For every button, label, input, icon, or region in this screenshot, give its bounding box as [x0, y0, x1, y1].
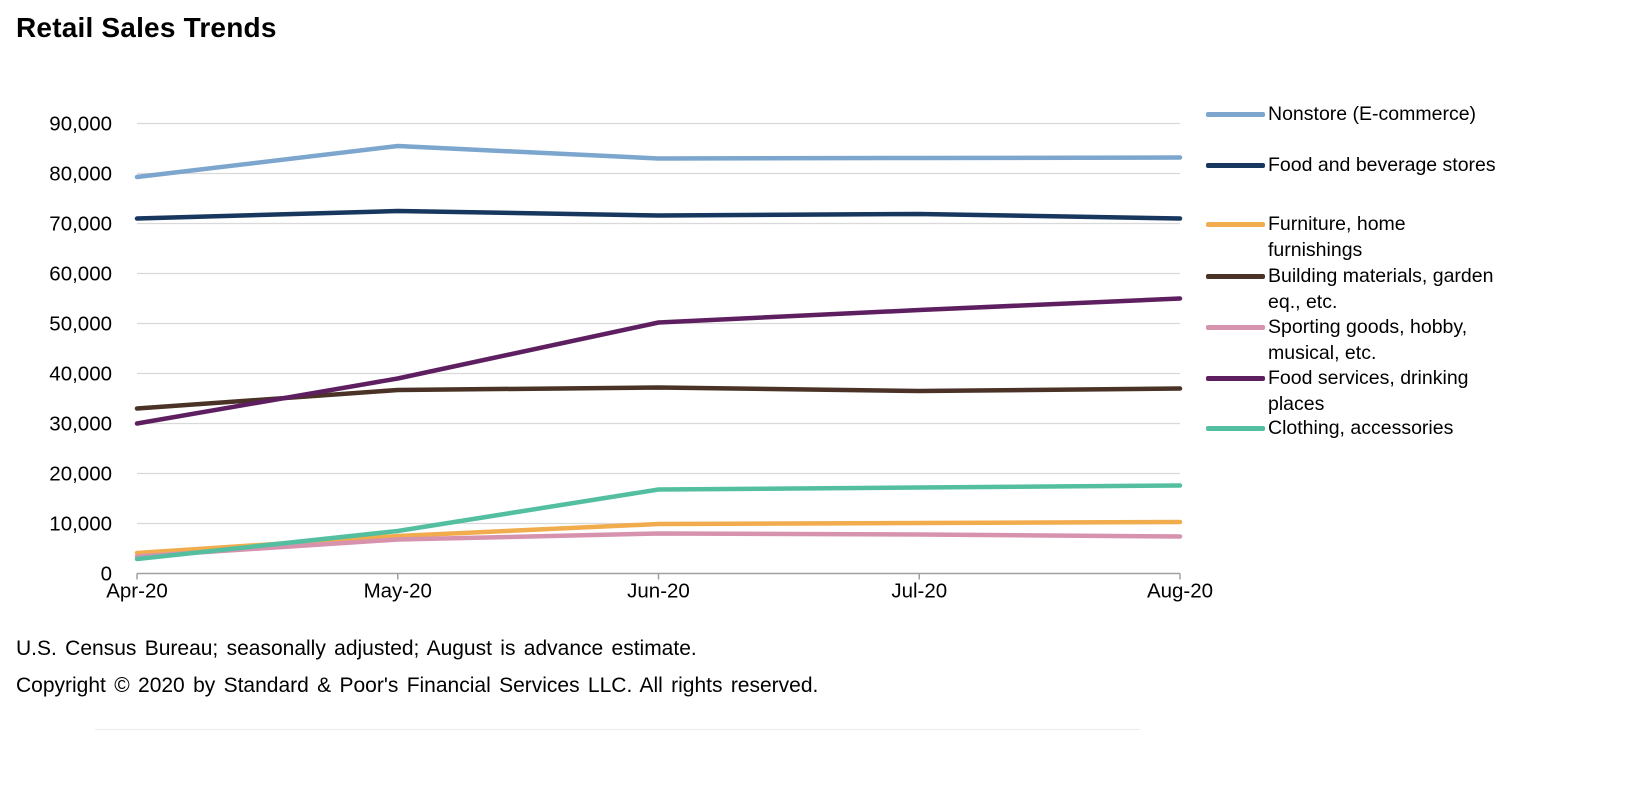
legend-label: Furniture, home furnishings	[1268, 213, 1406, 261]
x-tick-label: Jul-20	[891, 580, 947, 603]
y-tick-label: 50,000	[49, 313, 112, 336]
legend-label: Sporting goods, hobby, musical, etc.	[1268, 316, 1468, 364]
legend-label: Nonstore (E-commerce)	[1268, 103, 1477, 125]
legend-label: Clothing, accessories	[1268, 417, 1454, 439]
legend-item: Food and beverage stores	[1206, 152, 1496, 178]
legend-label: Building materials, garden eq., etc.	[1268, 265, 1494, 313]
legend-item: Nonstore (E-commerce)	[1206, 101, 1476, 127]
legend-label: Food and beverage stores	[1268, 154, 1496, 176]
series-line	[134, 296, 1183, 426]
series-line	[134, 531, 1183, 559]
y-tick-label: 40,000	[49, 363, 112, 386]
x-tick-label: May-20	[364, 580, 432, 603]
series-line	[134, 385, 1183, 411]
footer-source: U.S. Census Bureau; seasonally adjusted;…	[16, 637, 697, 660]
page-title: Retail Sales Trends	[16, 12, 277, 43]
x-tick-label: Jun-20	[627, 580, 690, 603]
legend-item: Sporting goods, hobby, musical, etc.	[1206, 314, 1467, 366]
legend-swatch	[1206, 325, 1265, 330]
legend-item: Clothing, accessories	[1206, 415, 1453, 441]
y-tick-label: 30,000	[49, 413, 112, 436]
bottom-divider	[95, 729, 1140, 730]
y-tick-label: 90,000	[49, 113, 112, 136]
series-line	[134, 208, 1183, 221]
legend-item: Building materials, garden eq., etc.	[1206, 263, 1493, 315]
legend-label: Food services, drinking places	[1268, 367, 1469, 415]
series-line	[134, 143, 1183, 180]
y-tick-label: 80,000	[49, 163, 112, 186]
y-tick-label: 10,000	[49, 513, 112, 536]
legend-swatch	[1206, 376, 1265, 381]
y-tick-label: 60,000	[49, 263, 112, 286]
y-tick-label: 20,000	[49, 463, 112, 486]
legend-swatch	[1206, 112, 1265, 117]
series-line	[134, 483, 1183, 562]
legend-swatch	[1206, 426, 1265, 431]
legend-swatch	[1206, 222, 1265, 227]
x-tick-label: Apr-20	[106, 580, 168, 603]
x-tick-label: Aug-20	[1147, 580, 1213, 603]
legend-swatch	[1206, 274, 1265, 279]
y-tick-label: 70,000	[49, 213, 112, 236]
footer-copyright: Copyright © 2020 by Standard & Poor's Fi…	[16, 674, 819, 697]
legend-swatch	[1206, 163, 1265, 168]
legend-item: Furniture, home furnishings	[1206, 211, 1406, 263]
y-tick-label: 0	[101, 563, 112, 586]
legend-item: Food services, drinking places	[1206, 365, 1469, 417]
